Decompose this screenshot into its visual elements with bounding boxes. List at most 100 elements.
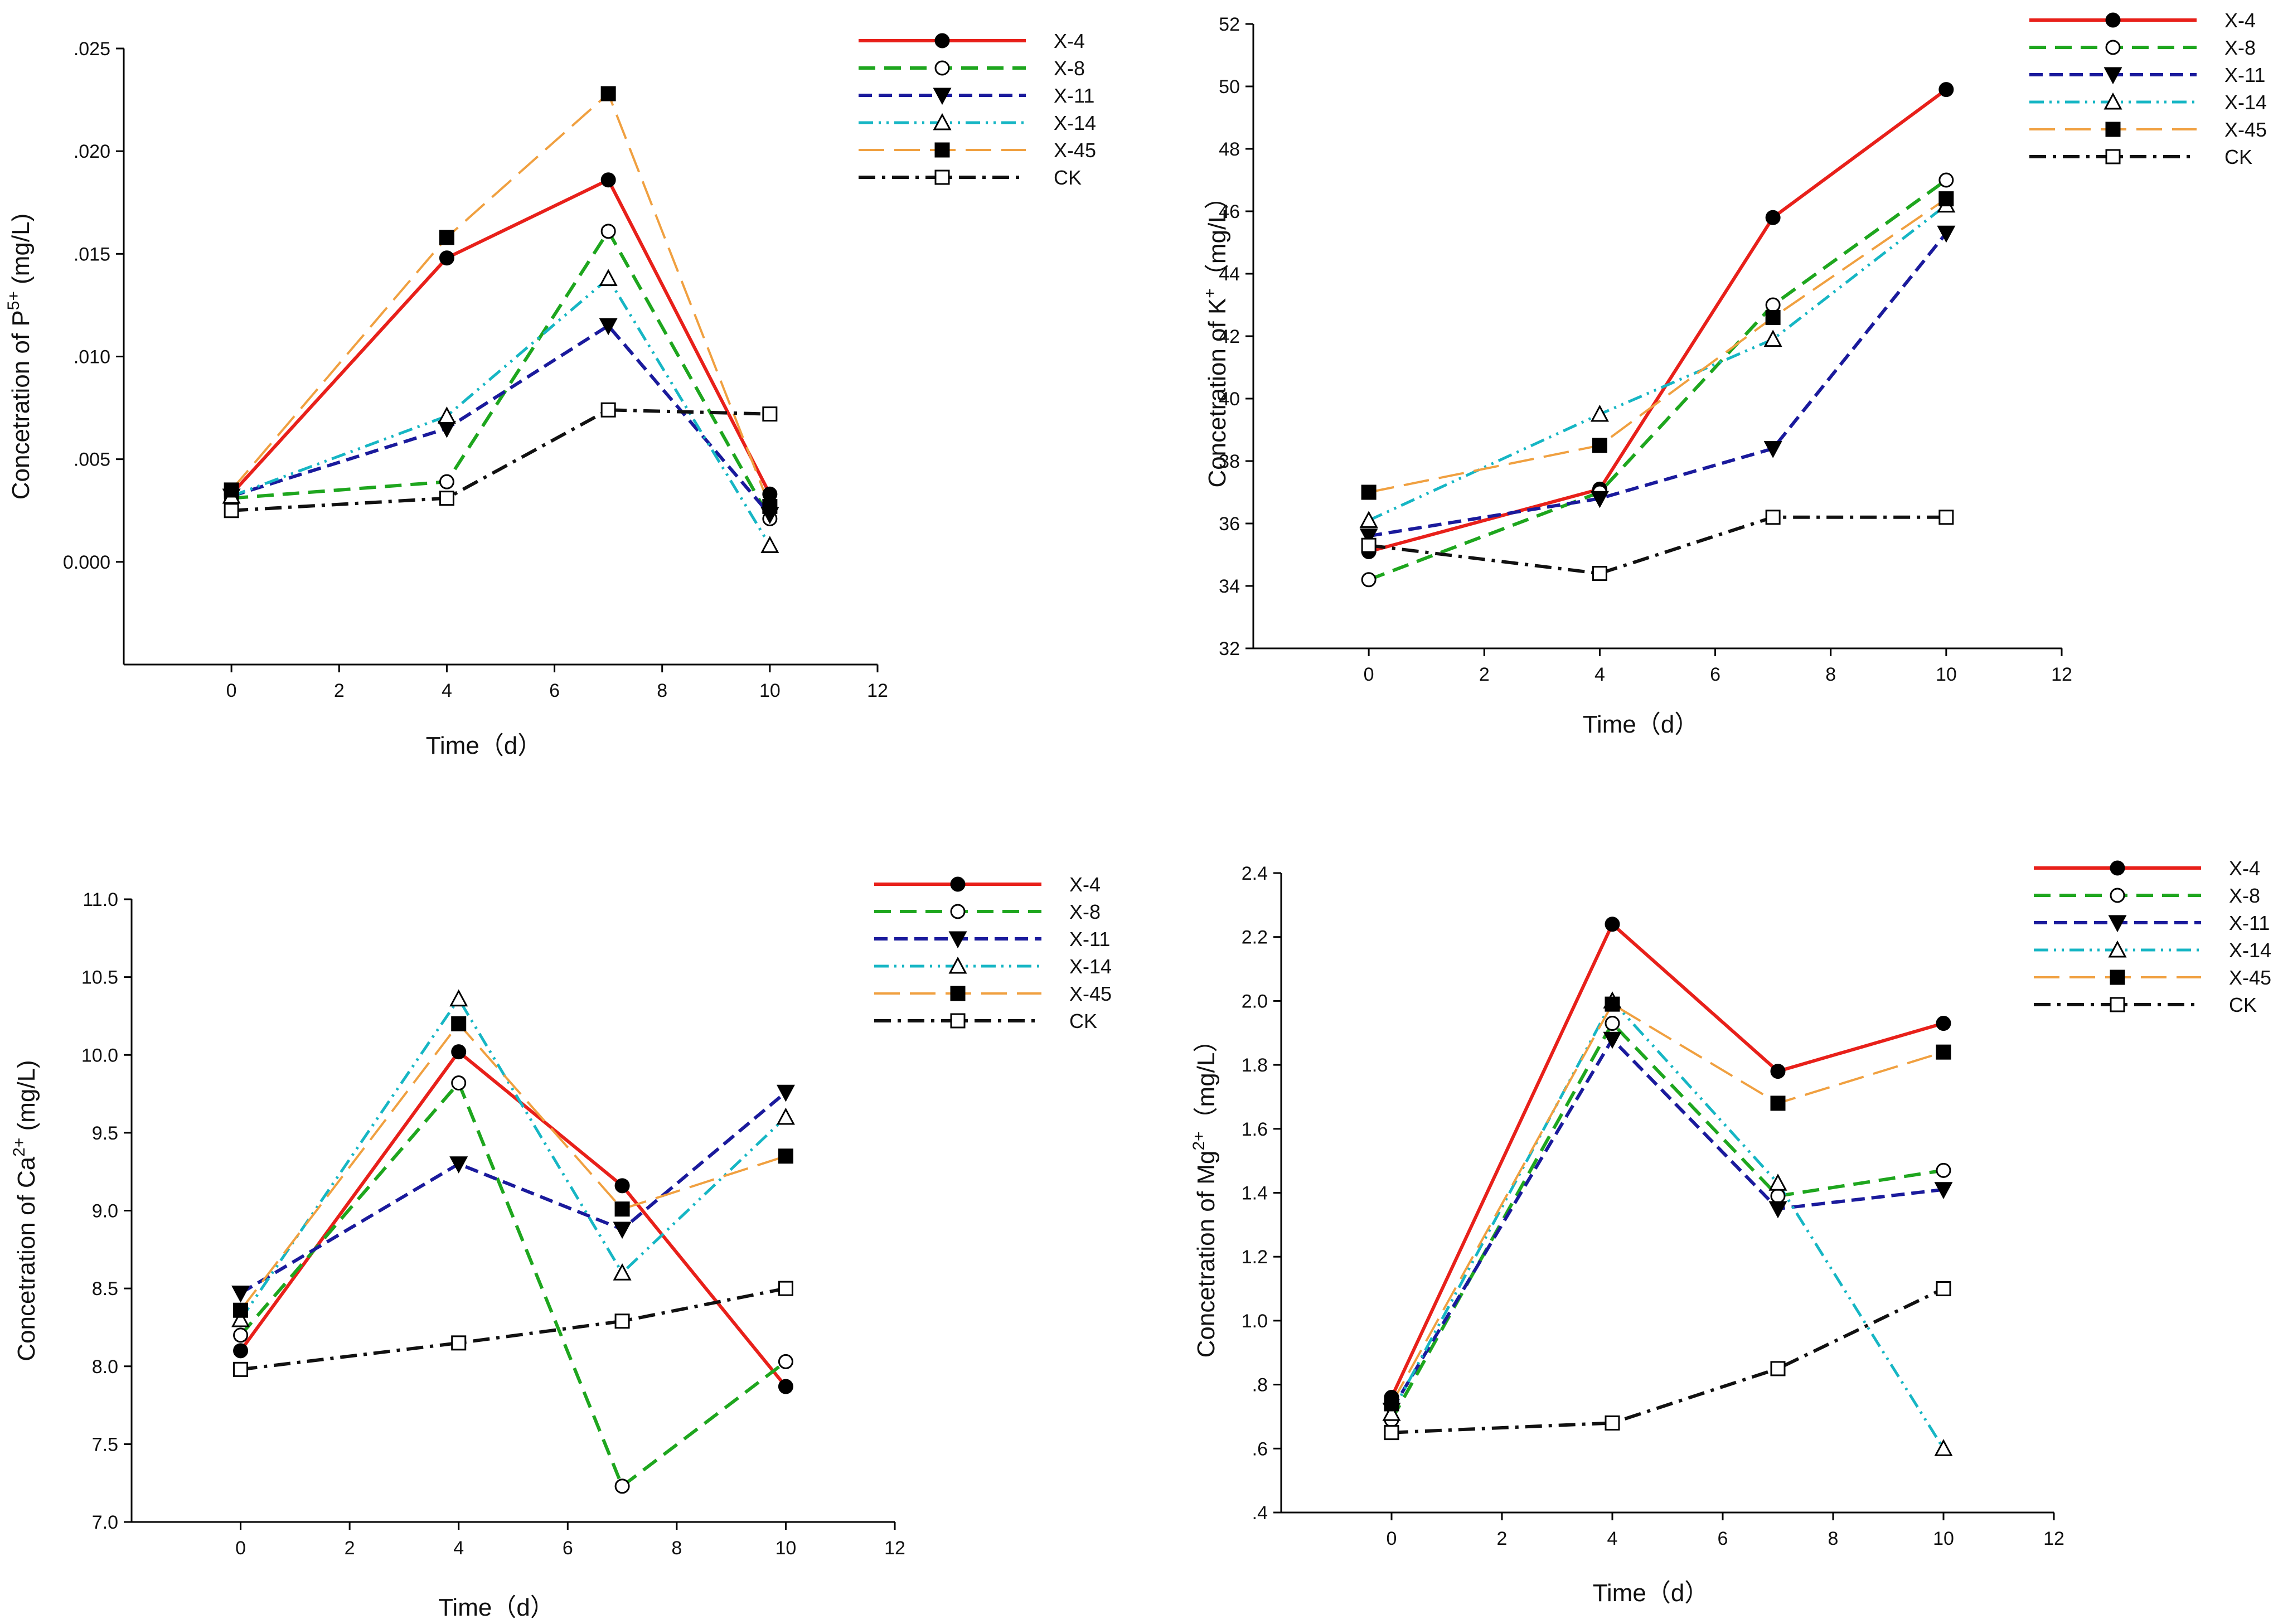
x-tick-label: 6: [1718, 1528, 1728, 1549]
x-tick-label: 8: [671, 1538, 682, 1559]
x-tick-label: 10: [1936, 664, 1957, 685]
y-tick-label: 34: [1219, 576, 1240, 597]
data-point-x-45: [1384, 1396, 1399, 1412]
data-point-ck: [1765, 510, 1781, 525]
legend-marker-x-4: [2110, 860, 2125, 876]
data-point-x-4: [778, 1379, 793, 1394]
legend-marker-x-8: [950, 904, 966, 919]
y-tick-label: 1.2: [1242, 1247, 1268, 1268]
y-tick-label: 1.0: [1242, 1311, 1268, 1332]
legend-label: X-14: [2229, 939, 2271, 962]
y-tick-label: .025: [74, 38, 110, 60]
y-axis-title-sup: +: [1201, 288, 1219, 298]
y-tick-label: 48: [1219, 139, 1240, 160]
y-axis-title-main: Concetration of K: [1204, 298, 1231, 488]
legend-label: CK: [2224, 146, 2252, 168]
data-point-x-8: [233, 1327, 249, 1343]
data-point-x-4: [1936, 1016, 1951, 1031]
data-point-x-8: [1765, 297, 1781, 313]
y-axis-title-sup: 5+: [4, 291, 23, 310]
y-tick-label: 2.0: [1242, 991, 1268, 1012]
legend-marker-x-45: [934, 142, 950, 158]
series-line-x-14: [239, 997, 787, 1321]
legend-marker-x-4: [950, 876, 966, 892]
legend-label: X-11: [2229, 912, 2270, 934]
y-tick-label: 52: [1219, 14, 1240, 35]
y-axis-title: Concetration of Ca2+ (mg/L): [10, 1060, 40, 1361]
legend-marker-ck: [2110, 997, 2125, 1012]
x-axis-title: Time（d）: [426, 732, 542, 759]
y-axis-title-unit: （mg/L）: [1193, 1028, 1220, 1132]
y-tick-label: 10.0: [81, 1045, 118, 1066]
legend-marker-ck: [934, 169, 950, 185]
data-point-x-4: [439, 250, 454, 266]
data-point-x-45: [1936, 1044, 1951, 1060]
y-axis-title-unit: （mg/L）: [1204, 185, 1231, 288]
data-point-ck: [224, 503, 239, 518]
data-point-x-11: [1768, 1201, 1787, 1219]
series-line-x-14: [1368, 203, 1947, 522]
legend-label: X-8: [2224, 36, 2256, 59]
x-axis-title: Time（d）: [438, 1594, 555, 1621]
data-point-x-4: [762, 486, 778, 502]
data-point-x-4: [1770, 1064, 1786, 1079]
series-line-x-45: [230, 93, 771, 507]
legend-marker-ck: [2105, 149, 2121, 164]
legend-label: X-11: [1069, 928, 1110, 951]
legend-marker-x-11: [933, 88, 952, 105]
data-point-ck: [778, 1281, 793, 1296]
x-tick-label: 12: [2051, 664, 2072, 685]
legend-label: CK: [1069, 1010, 1097, 1032]
x-tick-label: 6: [563, 1538, 573, 1559]
y-axis-title: Concetration of K+（mg/L）: [1201, 185, 1231, 487]
y-tick-label: .010: [74, 347, 110, 368]
series-line-ck: [1391, 1287, 1945, 1434]
data-point-x-11: [1359, 528, 1378, 546]
data-point-x-45: [614, 1201, 630, 1217]
legend-marker-x-8: [934, 60, 950, 76]
data-point-x-14: [1590, 404, 1609, 422]
data-point-x-45: [1770, 1095, 1786, 1111]
data-point-x-11: [599, 318, 618, 336]
y-tick-label: 40: [1219, 389, 1240, 410]
data-point-x-45: [1765, 309, 1781, 325]
legend-marker-x-4: [2105, 12, 2121, 28]
series-line-x-8: [1368, 178, 1947, 581]
legend-marker-x-45: [2105, 122, 2121, 137]
y-tick-label: 9.0: [92, 1201, 118, 1222]
data-point-ck: [614, 1313, 630, 1329]
series-line-x-45: [239, 1022, 787, 1311]
x-tick-label: 8: [657, 680, 667, 701]
legend-marker-x-14: [2108, 940, 2127, 958]
series-line-x-11: [240, 1090, 787, 1295]
y-tick-label: .005: [74, 449, 110, 471]
y-axis-title-sup: 2+: [10, 1138, 28, 1157]
series-line-x-4: [230, 178, 772, 496]
legend-marker-x-14: [2103, 92, 2122, 110]
x-tick-label: 2: [334, 680, 345, 701]
legend-label: X-14: [2224, 91, 2267, 114]
data-point-x-4: [451, 1044, 467, 1060]
data-point-x-14: [437, 406, 456, 424]
y-tick-label: 1.8: [1242, 1055, 1268, 1076]
y-tick-label: 46: [1219, 201, 1240, 222]
data-point-x-14: [1763, 329, 1782, 347]
y-axis-title-sup: 2+: [1190, 1131, 1208, 1150]
chart-p: 0.000 .005 .010 .015 .020 .025 0 2 4 6 8 10 12 Time（d…: [4, 30, 1096, 759]
legend-label: X-14: [1069, 955, 1112, 978]
data-point-x-8: [614, 1478, 630, 1494]
y-tick-label: 8.0: [92, 1356, 118, 1378]
x-tick-label: 12: [867, 680, 888, 701]
chart-mg: .4 .6 .8 1.0 1.2 1.4 1.6 1.8 2.0 2.2 2.4 0 2 4 6 8 10 12 T…: [1190, 857, 2271, 1607]
y-tick-label: 7.0: [92, 1512, 118, 1533]
data-point-x-14: [776, 1107, 795, 1125]
data-point-x-14: [1382, 1404, 1401, 1421]
x-tick-label: 2: [1497, 1528, 1508, 1549]
series-line-x-45: [1390, 1003, 1944, 1404]
y-tick-label: 36: [1219, 513, 1240, 535]
legend-label: X-4: [2229, 857, 2260, 880]
data-point-x-4: [233, 1343, 249, 1359]
y-tick-label: 38: [1219, 451, 1240, 472]
legend-marker-x-8: [2110, 888, 2125, 903]
legend-marker-x-11: [948, 931, 967, 949]
